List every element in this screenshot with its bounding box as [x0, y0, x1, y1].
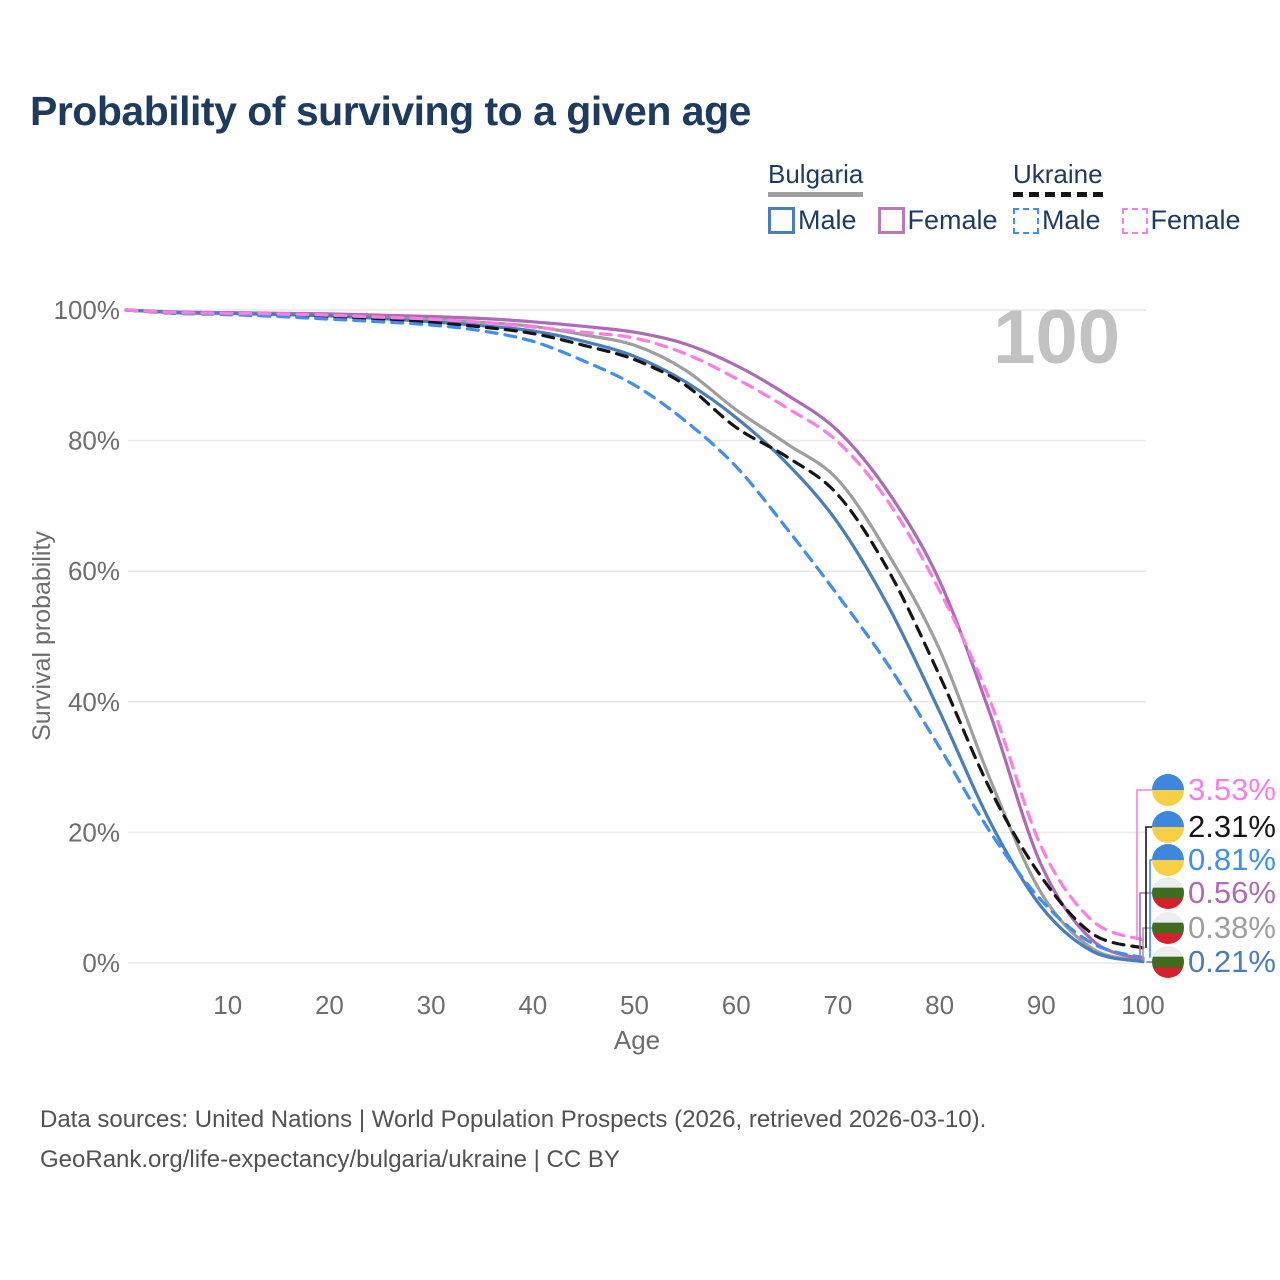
- end-label-value-bulgaria-male: 0.21%: [1188, 944, 1276, 979]
- end-label-value-bulgaria-total: 0.38%: [1188, 910, 1276, 945]
- x-tick-label-60: 60: [722, 990, 751, 1020]
- flag-icon-bulgaria: [1152, 877, 1184, 909]
- end-label-connector-ukraine-male: [1149, 859, 1152, 958]
- y-tick-label-60: 60%: [68, 556, 120, 586]
- flag-icon-ukraine: [1152, 774, 1184, 806]
- x-tick-label-70: 70: [823, 990, 852, 1020]
- end-label-connector-bulgaria-female: [1139, 892, 1152, 960]
- x-tick-label-50: 50: [620, 990, 649, 1020]
- end-label-value-bulgaria-female: 0.56%: [1188, 875, 1276, 910]
- legend-group-title-bulgaria: Bulgaria: [768, 160, 864, 197]
- x-tick-label-20: 20: [315, 990, 344, 1020]
- legend-swatch-ukraine-male-icon[interactable]: [1013, 207, 1039, 234]
- end-label-connector-ukraine-female: [1136, 789, 1152, 940]
- y-axis-label: Survival probability: [28, 531, 56, 741]
- page-title: Probability of surviving to a given age: [30, 88, 751, 134]
- x-tick-label-30: 30: [417, 990, 446, 1020]
- x-tick-label-40: 40: [518, 990, 547, 1020]
- legend-swatch-bulgaria-female-icon[interactable]: [877, 207, 905, 234]
- y-tick-label-80: 80%: [68, 426, 120, 456]
- x-tick-label-100: 100: [1121, 990, 1164, 1020]
- legend-label-bulgaria-male[interactable]: Male: [798, 205, 857, 235]
- caption-line-1: Data sources: United Nations | World Pop…: [40, 1106, 987, 1133]
- data-source-caption: Data sources: United Nations | World Pop…: [40, 1100, 986, 1180]
- flag-icon-ukraine: [1152, 811, 1184, 843]
- y-tick-label-100: 100%: [54, 295, 121, 325]
- series-line-bulgaria-male: [124, 308, 1145, 964]
- watermark-age-100: 100: [993, 295, 1120, 380]
- x-tick-label-10: 10: [213, 990, 242, 1020]
- end-label-value-ukraine-male: 0.81%: [1188, 842, 1276, 877]
- end-label-value-ukraine-female: 3.53%: [1188, 772, 1276, 807]
- caption-line-2: GeoRank.org/life-expectancy/bulgaria/ukr…: [40, 1146, 620, 1173]
- end-label-connector-bulgaria-total: [1142, 927, 1152, 961]
- legend-group-title-ukraine: Ukraine: [1013, 160, 1103, 197]
- legend-label-bulgaria-female[interactable]: Female: [907, 205, 998, 235]
- flag-icon-ukraine: [1152, 844, 1184, 876]
- legend-item-bulgaria-male[interactable]: Male: [768, 205, 857, 236]
- legend-item-bulgaria-female[interactable]: Female: [877, 205, 998, 236]
- legend-label-ukraine-female[interactable]: Female: [1150, 205, 1241, 235]
- x-tick-label-80: 80: [925, 990, 954, 1020]
- series-line-bulgaria-female: [124, 308, 1145, 961]
- end-label-connector-ukraine-total: [1145, 826, 1152, 948]
- legend-item-ukraine-male[interactable]: Male: [1013, 205, 1101, 236]
- legend-swatch-bulgaria-male-icon[interactable]: [768, 207, 795, 234]
- flag-icon-bulgaria: [1152, 946, 1184, 978]
- x-tick-label-90: 90: [1027, 990, 1056, 1020]
- end-label-value-ukraine-total: 2.31%: [1188, 809, 1276, 844]
- y-tick-label-0: 0%: [82, 948, 120, 978]
- series-line-ukraine-total: [124, 308, 1145, 950]
- legend-label-ukraine-male[interactable]: Male: [1042, 205, 1101, 235]
- x-axis-label: Age: [614, 1025, 660, 1055]
- series-line-bulgaria-total: [124, 308, 1145, 963]
- legend-group-ukraine: Ukraine Male Female: [1013, 160, 1262, 236]
- series-line-ukraine-female: [124, 308, 1145, 942]
- flag-icon-bulgaria: [1152, 912, 1184, 944]
- chart-legend: Bulgaria Male Female Ukraine Male Female: [0, 160, 1280, 245]
- legend-item-ukraine-female[interactable]: Female: [1121, 205, 1241, 236]
- y-tick-label-40: 40%: [68, 687, 120, 717]
- series-line-ukraine-male: [124, 308, 1145, 960]
- legend-swatch-ukraine-female-icon[interactable]: [1121, 207, 1148, 234]
- y-tick-label-20: 20%: [68, 817, 120, 847]
- legend-group-bulgaria: Bulgaria Male Female: [768, 160, 1019, 236]
